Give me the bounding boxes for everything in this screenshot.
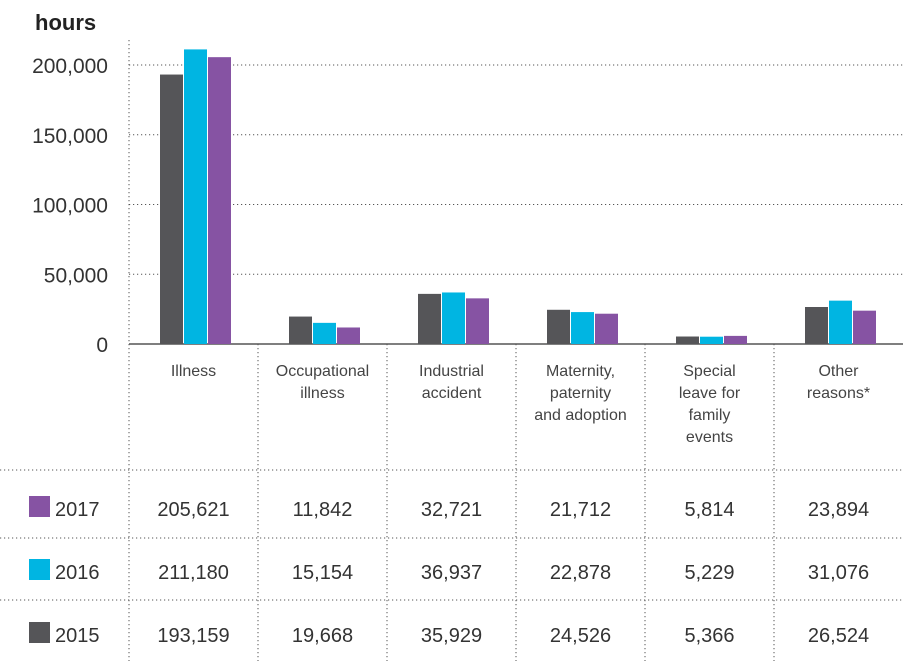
table-cell: 211,180 xyxy=(158,562,229,584)
bar-2016 xyxy=(829,300,852,344)
gridlines xyxy=(0,40,903,661)
bar-2016 xyxy=(571,312,594,344)
table-cell: 193,159 xyxy=(157,625,229,647)
bar-2015 xyxy=(805,306,828,344)
table-cell: 32,721 xyxy=(421,499,482,521)
bar-2015 xyxy=(418,293,441,344)
bar-2017 xyxy=(337,327,360,344)
category-label: events xyxy=(686,429,733,446)
legend-label-2017: 2017 xyxy=(55,499,100,521)
bar-2015 xyxy=(676,336,699,344)
bar-2016 xyxy=(442,292,465,344)
legend-swatch-2017 xyxy=(29,496,50,517)
y-tick-label: 50,000 xyxy=(44,264,108,287)
category-label: reasons* xyxy=(807,385,870,402)
legend-swatch-2015 xyxy=(29,622,50,643)
table-cell: 31,076 xyxy=(808,562,869,584)
bar-2016 xyxy=(700,336,723,344)
y-tick-label: 0 xyxy=(96,334,108,357)
category-label: illness xyxy=(300,385,344,402)
y-tick-label: 200,000 xyxy=(32,55,108,78)
legend-swatch-2016 xyxy=(29,559,50,580)
y-tick-label: 150,000 xyxy=(32,125,108,148)
category-label: paternity xyxy=(550,385,611,402)
table-cell: 5,366 xyxy=(684,625,734,647)
bar-2015 xyxy=(160,74,183,344)
bar-2016 xyxy=(313,322,336,344)
bar-2015 xyxy=(547,309,570,344)
table-cell: 35,929 xyxy=(421,625,482,647)
category-label: leave for xyxy=(679,385,741,402)
category-label: Industrial xyxy=(419,363,484,380)
table-cell: 205,621 xyxy=(157,499,229,521)
category-labels: Illness Occupational illness Industrial acci… xyxy=(171,363,870,446)
category-label: accident xyxy=(422,385,482,402)
bar-2015 xyxy=(289,316,312,344)
bars xyxy=(160,49,876,345)
table-cell: 19,668 xyxy=(292,625,353,647)
y-axis-label: hours xyxy=(35,10,96,35)
category-label: Special xyxy=(683,363,735,380)
legend-label-2016: 2016 xyxy=(55,562,100,584)
bar-2016 xyxy=(184,49,207,344)
y-axis-ticks: 0 50,000 100,000 150,000 200,000 xyxy=(32,55,108,357)
category-label: Other xyxy=(818,363,859,380)
table-cell: 26,524 xyxy=(808,625,869,647)
bar-2017 xyxy=(208,57,231,345)
category-label: and adoption xyxy=(534,407,627,424)
table-cell: 5,229 xyxy=(684,562,734,584)
category-label: Occupational xyxy=(276,363,369,380)
bar-2017 xyxy=(724,335,747,344)
table-cell: 23,894 xyxy=(808,499,869,521)
table-cell: 22,878 xyxy=(550,562,611,584)
category-label: Maternity, xyxy=(546,363,615,380)
bar-2017 xyxy=(595,313,618,344)
data-table: 2017 205,621 11,842 32,721 21,712 5,814 23,894… xyxy=(29,496,869,647)
bar-2017 xyxy=(466,298,489,344)
legend-label-2015: 2015 xyxy=(55,625,100,647)
y-tick-label: 100,000 xyxy=(32,195,108,218)
category-label: Illness xyxy=(171,363,216,380)
table-cell: 36,937 xyxy=(421,562,482,584)
table-cell: 11,842 xyxy=(293,499,353,521)
table-cell: 5,814 xyxy=(684,499,734,521)
table-cell: 21,712 xyxy=(550,499,611,521)
bar-2017 xyxy=(853,310,876,344)
category-label: family xyxy=(689,407,731,424)
table-cell: 24,526 xyxy=(550,625,611,647)
table-cell: 15,154 xyxy=(292,562,353,584)
